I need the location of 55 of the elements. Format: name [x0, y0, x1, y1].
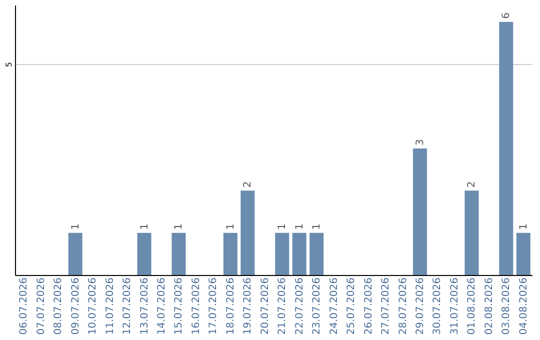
x-tick-label: 03.08.2026 [501, 278, 512, 335]
x-tick-label: 27.07.2026 [380, 278, 392, 335]
x-tick-label: 01.08.2026 [466, 278, 478, 335]
data-label: 2 [466, 181, 478, 188]
x-tick-label: 17.07.2026 [208, 278, 220, 335]
data-label: 1 [312, 223, 323, 230]
bar [292, 232, 306, 275]
x-tick-label: 29.07.2026 [414, 278, 426, 335]
data-label: 1 [139, 223, 150, 230]
x-tick-label: 19.07.2026 [242, 278, 254, 335]
data-label: 1 [70, 223, 82, 230]
data-label: 3 [414, 139, 426, 146]
bar [137, 232, 152, 275]
bar [499, 22, 514, 275]
x-tick-label: 18.07.2026 [225, 278, 236, 335]
bar [275, 232, 290, 275]
x-tick-label: 25.07.2026 [346, 278, 358, 335]
x-tick-label: 24.07.2026 [328, 278, 340, 335]
x-tick-label: 10.07.2026 [88, 278, 99, 335]
x-tick-label: 20.07.2026 [260, 278, 271, 335]
bar [464, 190, 479, 275]
data-label: 1 [174, 223, 185, 230]
x-tick-label: 30.07.2026 [432, 278, 444, 335]
x-tick-label: 14.07.2026 [156, 278, 168, 335]
x-tick-label: 21.07.2026 [277, 278, 288, 335]
x-tick-label: 02.08.2026 [484, 278, 495, 335]
bar [68, 232, 82, 275]
data-label: 2 [242, 181, 254, 188]
data-label: 6 [501, 12, 512, 19]
x-tick-label: 07.07.2026 [36, 278, 47, 335]
data-label: 1 [518, 223, 530, 230]
x-tick-label: 31.07.2026 [449, 278, 460, 335]
x-tick-label: 04.08.2026 [518, 278, 530, 335]
x-tick-label: 16.07.2026 [190, 278, 202, 335]
bar [172, 232, 186, 275]
data-label: 1 [294, 223, 306, 230]
x-tick-label: 23.07.2026 [312, 278, 323, 335]
data-label: 1 [225, 223, 236, 230]
bar [223, 232, 238, 275]
bar [412, 148, 427, 275]
x-tick-label: 15.07.2026 [174, 278, 185, 335]
bar [240, 190, 255, 275]
x-tick-label: 28.07.2026 [398, 278, 409, 335]
x-tick-label: 12.07.2026 [122, 278, 134, 335]
bar [310, 232, 324, 275]
x-tick-label: 08.07.2026 [53, 278, 64, 335]
x-tick-label: 26.07.2026 [363, 278, 374, 335]
y-tick-label: 5 [4, 62, 14, 68]
x-tick-label: 06.07.2026 [18, 278, 30, 335]
x-tick-label: 13.07.2026 [139, 278, 150, 335]
data-label: 1 [277, 223, 288, 230]
x-tick-label: 11.07.2026 [104, 278, 116, 335]
x-tick-label: 09.07.2026 [70, 278, 82, 335]
bar [516, 232, 530, 275]
x-tick-label: 22.07.2026 [294, 278, 306, 335]
